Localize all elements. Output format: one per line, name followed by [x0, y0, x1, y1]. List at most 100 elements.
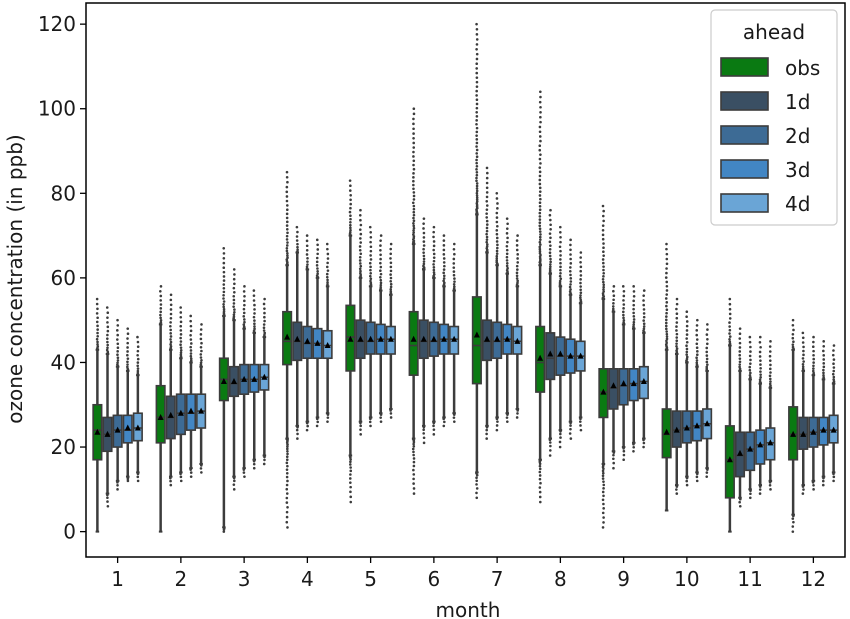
outlier-point	[539, 233, 542, 236]
outlier-point	[305, 234, 309, 237]
box-1d-month-12	[798, 331, 809, 495]
outlier-point	[802, 353, 805, 357]
outlier-point	[539, 500, 542, 504]
outlier-point	[475, 194, 479, 197]
box-1d-month-5	[355, 208, 366, 436]
box-obs-month-7	[471, 22, 482, 500]
outlier-point	[675, 332, 679, 336]
outlier-point	[622, 313, 625, 317]
outlier-point	[452, 262, 456, 265]
outlier-point	[199, 333, 203, 336]
outlier-point	[126, 479, 130, 483]
outlier-point	[412, 226, 416, 230]
outlier-point	[601, 469, 605, 473]
outlier-point	[422, 257, 426, 261]
outlier-point	[305, 253, 309, 256]
outlier-point	[515, 264, 519, 268]
outlier-point	[442, 277, 446, 280]
outlier-point	[348, 210, 352, 214]
outlier-point	[243, 294, 246, 298]
outlier-point	[602, 487, 605, 490]
box-2d-month-9	[618, 285, 629, 462]
outlier-point	[348, 230, 352, 234]
outlier-point	[738, 341, 742, 345]
outlier-point	[758, 378, 762, 381]
outlier-point	[96, 340, 99, 344]
outlier-point	[538, 460, 542, 464]
outlier-point	[126, 360, 129, 364]
outlier-point	[791, 345, 795, 349]
outlier-point	[475, 473, 479, 477]
outlier-point	[242, 315, 246, 318]
outlier-point	[602, 246, 605, 249]
outlier-point	[475, 138, 479, 141]
legend: ahead obs 1d 2d 3d 4d	[710, 9, 838, 226]
mean-marker	[737, 449, 744, 456]
outlier-point	[495, 417, 499, 421]
outlier-point	[389, 261, 393, 265]
outlier-point	[285, 175, 289, 179]
outlier-point	[538, 100, 542, 104]
outlier-point	[675, 312, 679, 316]
outlier-point	[632, 442, 635, 446]
outlier-point	[243, 475, 246, 478]
y-tick-label: 120	[38, 12, 76, 36]
outlier-point	[222, 287, 226, 290]
outlier-point	[222, 275, 226, 278]
outlier-point	[602, 254, 605, 257]
outlier-point	[769, 363, 772, 367]
outlier-point	[412, 204, 416, 208]
outlier-point	[738, 337, 742, 340]
outlier-point	[315, 256, 319, 260]
x-tick-label: 6	[428, 567, 441, 591]
outlier-point	[349, 202, 352, 206]
outlier-point	[759, 345, 762, 349]
outlier-point	[296, 242, 299, 246]
outlier-point	[349, 490, 352, 494]
outlier-point	[475, 52, 479, 56]
mean-marker	[514, 337, 521, 344]
outlier-point	[758, 350, 762, 354]
outlier-point	[749, 350, 752, 353]
mean-marker	[177, 409, 184, 416]
outlier-point	[601, 526, 605, 529]
plot-frame	[85, 2, 846, 558]
outlier-point	[579, 428, 583, 432]
outlier-point	[116, 363, 119, 366]
outlier-point	[233, 273, 236, 276]
outlier-point	[169, 332, 172, 335]
outlier-point	[412, 167, 416, 171]
box-3d-month-1	[122, 327, 133, 483]
outlier-point	[369, 265, 372, 269]
outlier-point	[95, 320, 99, 324]
outlier-point	[559, 271, 562, 275]
outlier-point	[485, 437, 488, 440]
outlier-point	[475, 102, 479, 106]
outlier-point	[601, 474, 605, 478]
outlier-point	[349, 226, 352, 230]
outlier-point	[243, 303, 246, 307]
outlier-point	[475, 80, 479, 84]
outlier-point	[642, 445, 645, 449]
outlier-point	[233, 310, 236, 314]
outlier-point	[232, 483, 236, 486]
mean-marker	[377, 335, 384, 342]
mean-marker	[810, 428, 817, 435]
outlier-point	[189, 329, 193, 333]
outlier-point	[349, 214, 352, 218]
outlier-point	[539, 481, 542, 485]
outlier-point	[368, 420, 372, 424]
outlier-point	[349, 466, 352, 469]
outlier-point	[159, 310, 162, 314]
outlier-point	[200, 471, 203, 474]
outlier-point	[412, 224, 416, 228]
mean-marker	[241, 375, 248, 382]
outlier-point	[189, 314, 192, 318]
outlier-point	[791, 333, 795, 336]
outlier-point	[169, 328, 172, 332]
outlier-point	[515, 271, 519, 275]
outlier-point	[695, 359, 699, 362]
outlier-point	[675, 339, 679, 343]
outlier-point	[359, 421, 362, 425]
outlier-point	[286, 447, 289, 451]
